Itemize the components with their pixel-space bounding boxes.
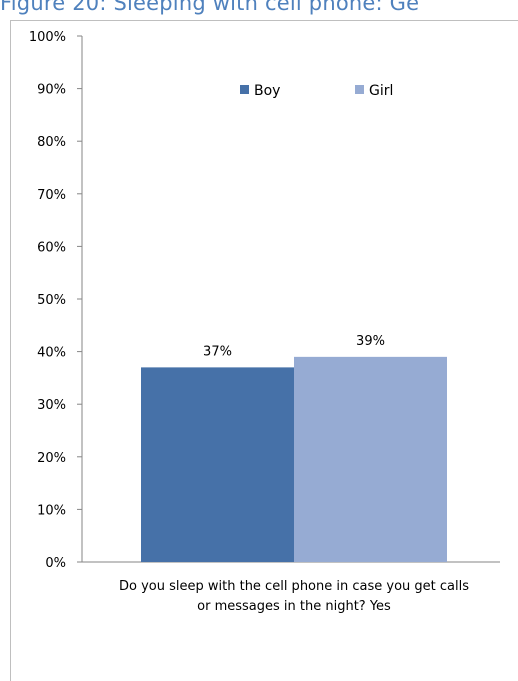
x-category-label: Do you sleep with the cell phone in case… [119,579,469,594]
data-label-boy: 37% [203,344,232,359]
y-tick-label: 70% [37,188,66,203]
chart-frame [10,20,518,681]
y-tick-label: 100% [29,30,66,45]
data-label-girl: 39% [356,334,385,349]
legend-swatch-girl [355,85,364,94]
y-tick-label: 50% [37,293,66,308]
legend-label-girl: Girl [369,83,393,99]
x-category-label: or messages in the night? Yes [197,599,391,614]
legend-label-boy: Boy [254,83,280,99]
y-tick-label: 0% [45,556,66,571]
y-tick-label: 40% [37,346,66,361]
bar-girl [294,356,447,562]
legend-swatch-boy [240,85,249,94]
y-tick-label: 30% [37,398,66,413]
y-tick-label: 20% [37,451,66,466]
chart-title: Figure 20: Sleeping with cell phone: Ge [0,0,420,15]
y-tick-label: 80% [37,135,66,150]
y-tick-label: 60% [37,240,66,255]
y-tick-label: 10% [37,503,66,518]
y-tick-label: 90% [37,83,66,98]
bar-boy [141,367,294,562]
